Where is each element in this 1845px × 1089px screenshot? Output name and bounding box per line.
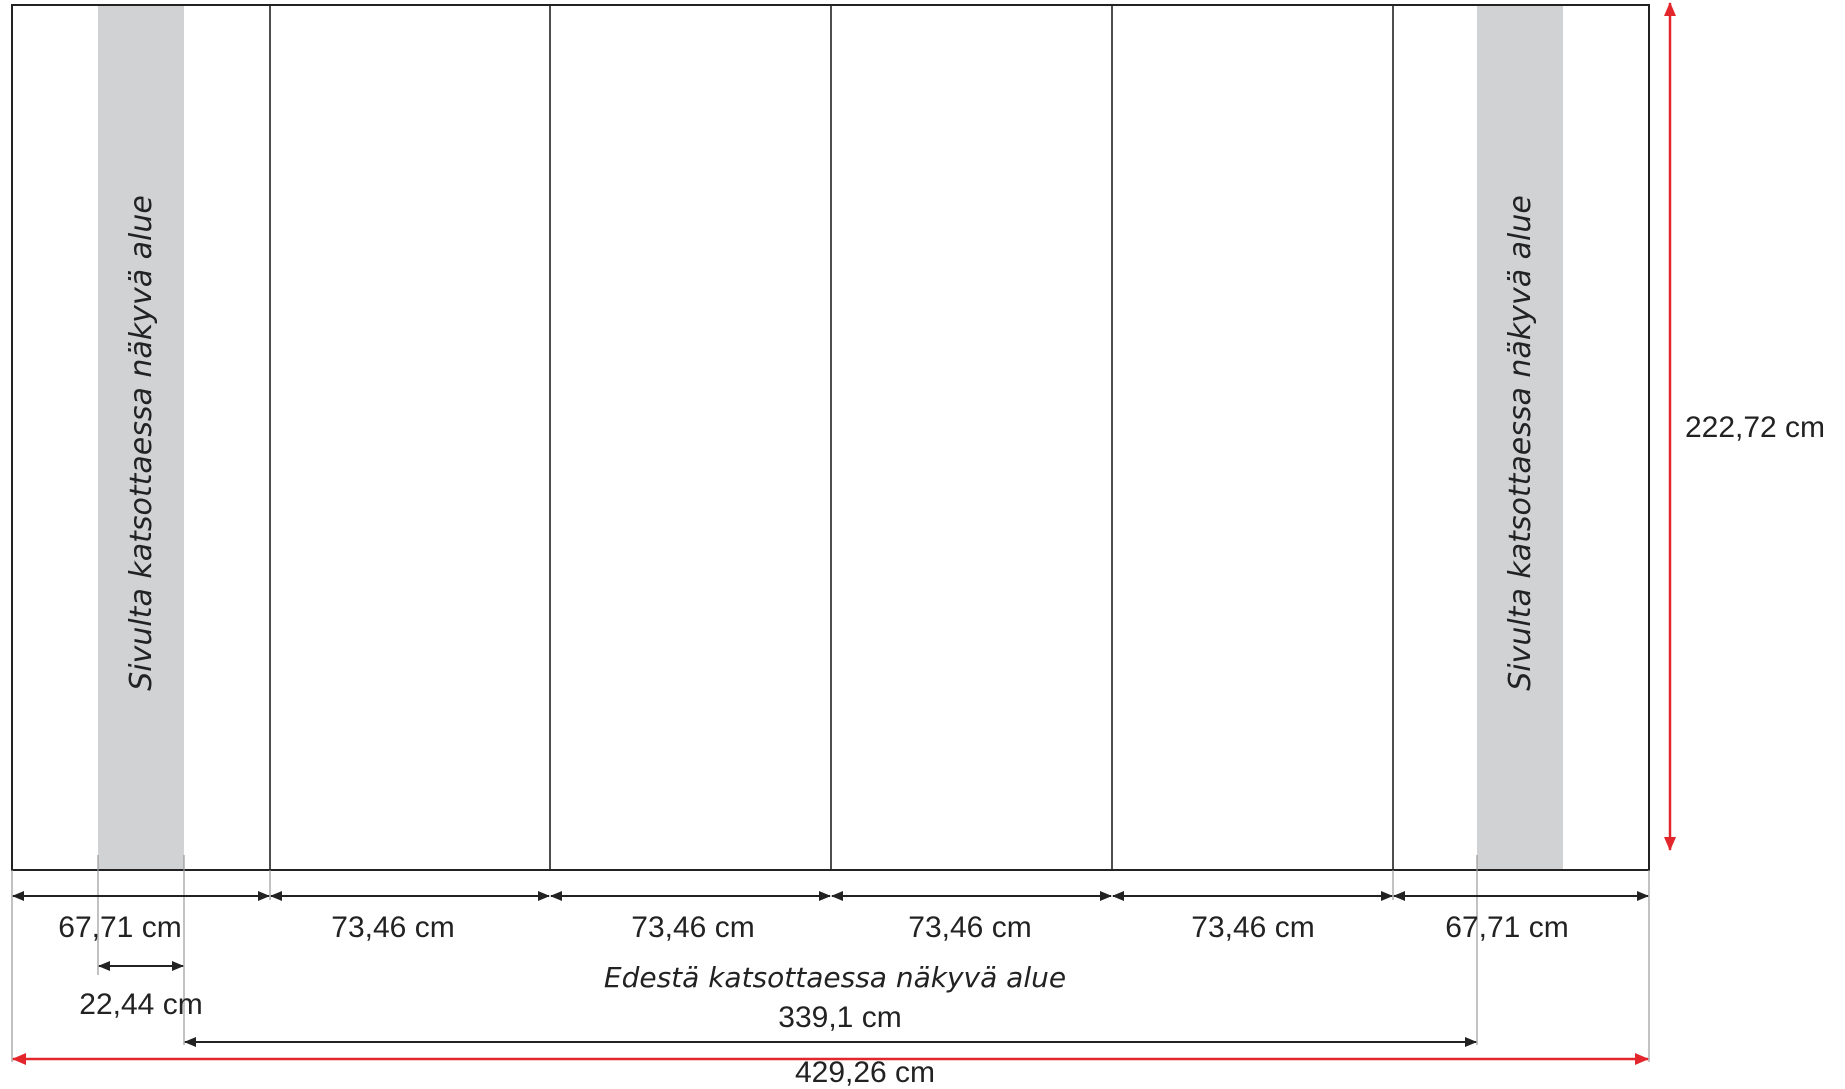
left-side-label: Sivulta katsottaessa näkyvä alue (124, 195, 159, 691)
right-side-band (1477, 6, 1563, 870)
panel-width-label-5: 73,46 cm (1191, 911, 1314, 944)
panel-width-label-3: 73,46 cm (631, 911, 754, 944)
panel-dividers (269, 5, 1394, 870)
panel-width-label-4: 73,46 cm (908, 911, 1031, 944)
side-band-width-label: 22,44 cm (79, 988, 202, 1021)
right-side-label: Sivulta katsottaessa näkyvä alue (1503, 195, 1538, 691)
panel-width-label-6: 67,71 cm (1445, 911, 1568, 944)
front-visible-label: Edestä katsottaessa näkyvä alue (604, 961, 1066, 994)
front-visible-width-label: 339,1 cm (778, 1001, 901, 1034)
total-height-label: 222,72 cm (1685, 411, 1825, 444)
panel-width-label-1: 67,71 cm (58, 911, 181, 944)
panel-width-label-2: 73,46 cm (331, 911, 454, 944)
extension-lines (11, 855, 1650, 1062)
left-side-band (98, 6, 184, 870)
total-width-label: 429,26 cm (795, 1056, 935, 1089)
